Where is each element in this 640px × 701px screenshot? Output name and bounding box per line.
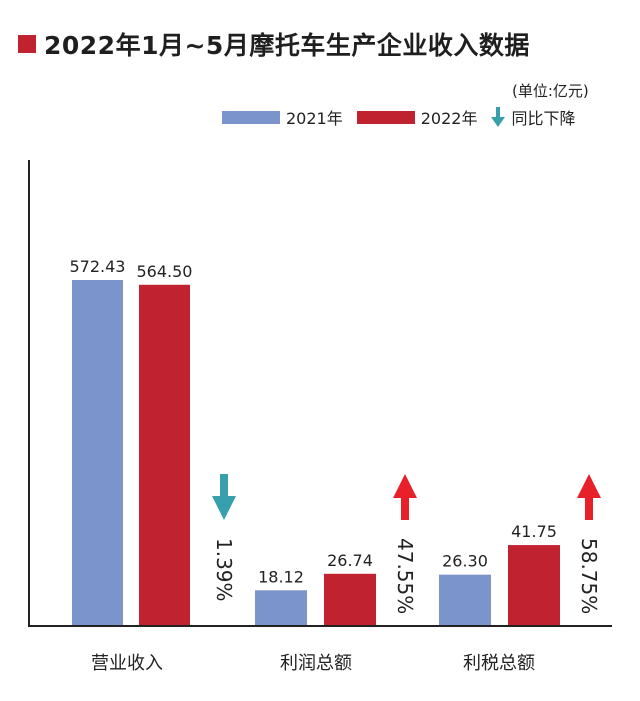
- data-label: 564.50: [137, 262, 193, 281]
- category-label: 营业收入: [91, 653, 163, 674]
- data-label: 41.75: [511, 522, 557, 541]
- arrow-up-icon: [577, 474, 601, 520]
- title-square-icon: [18, 35, 36, 53]
- chart-title: 2022年1月~5月摩托车生产企业收入数据: [18, 24, 530, 64]
- change-percent-label: 58.75%: [577, 538, 601, 614]
- data-label: 26.30: [442, 552, 488, 571]
- bar-2021-0: [72, 280, 123, 625]
- legend-label-2022: 2022年: [420, 109, 478, 128]
- data-label: 26.74: [327, 551, 373, 570]
- change-percent-label: 47.55%: [393, 538, 417, 614]
- unit-label: (单位:亿元): [512, 82, 589, 100]
- legend-arrow-down-icon: [491, 107, 506, 127]
- bar-2021-2: [439, 574, 491, 625]
- bar-2022-2: [508, 545, 560, 625]
- change-percent-label: 1.39%: [212, 538, 236, 602]
- data-label: 572.43: [70, 257, 126, 276]
- data-label: 18.12: [258, 567, 304, 586]
- legend-label-2021: 2021年: [286, 109, 343, 128]
- legend-swatch-2021: [222, 110, 280, 124]
- legend-swatch-2022: [356, 110, 415, 124]
- bar-2021-1: [255, 590, 307, 625]
- category-label: 利润总额: [280, 653, 352, 674]
- arrow-down-icon: [212, 474, 236, 520]
- legend-label-decline: 同比下降: [511, 109, 576, 128]
- title-text: 2022年1月~5月摩托车生产企业收入数据: [44, 31, 530, 60]
- bar-2022-1: [324, 573, 376, 625]
- category-label: 利税总额: [463, 653, 535, 674]
- legend: 2021年 2022年 同比下降: [222, 104, 589, 130]
- bar-2022-0: [139, 284, 190, 625]
- arrow-up-icon: [393, 474, 417, 520]
